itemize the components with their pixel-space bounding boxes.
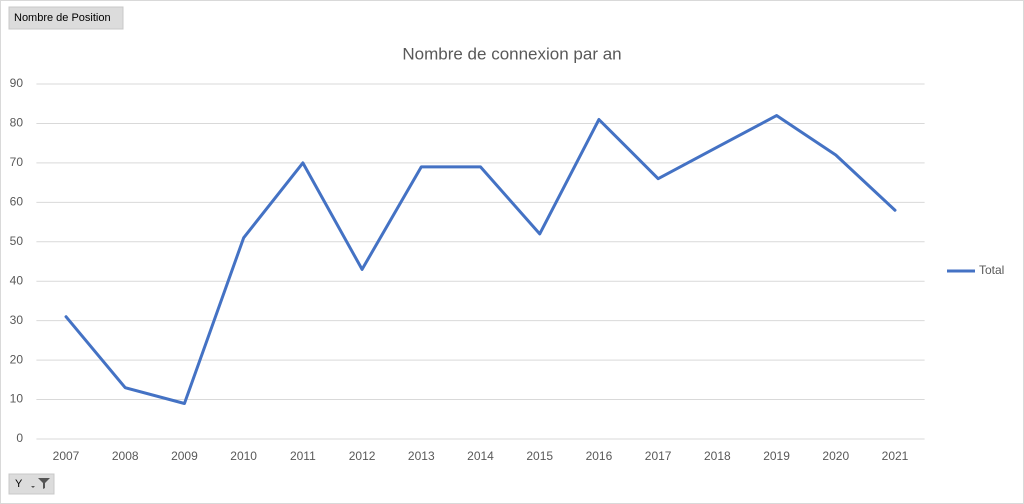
y-tick-label: 30 [10, 313, 24, 327]
x-tick-label: 2020 [822, 449, 849, 463]
legend-label: Total [979, 263, 1004, 277]
x-tick-label: 2021 [882, 449, 909, 463]
x-tick-label: 2007 [53, 449, 80, 463]
y-tick-label: 70 [10, 155, 24, 169]
y-tick-label: 90 [10, 76, 24, 90]
x-tick-label: 2013 [408, 449, 435, 463]
x-tick-label: 2015 [526, 449, 553, 463]
y-tick-label: 60 [10, 195, 24, 209]
x-tick-label: 2011 [290, 449, 316, 463]
x-tick-label: 2019 [763, 449, 790, 463]
x-tick-label: 2010 [230, 449, 257, 463]
x-tick-label: 2017 [645, 449, 672, 463]
line-series [64, 114, 897, 405]
y-tick-label: 10 [10, 392, 24, 406]
y-tick-label: 0 [16, 431, 23, 445]
x-tick-label: 2008 [112, 449, 139, 463]
y-tick-label: 80 [10, 116, 24, 130]
y-tick-label: 20 [10, 352, 24, 366]
y-tick-label: 40 [10, 273, 24, 287]
x-tick-label: 2014 [467, 449, 494, 463]
field-button-label: Nombre de Position [14, 12, 111, 24]
x-tick-label: 2016 [586, 449, 613, 463]
axis-field-button-label: Y [15, 478, 23, 490]
field-button-bg [8, 6, 124, 30]
filter-icon [31, 478, 50, 489]
field-button[interactable]: Nombre de Position [8, 6, 124, 30]
chart-title: Nombre de connexion par an [402, 44, 621, 63]
x-tick-label: 2009 [171, 449, 198, 463]
x-tick-label: 2012 [349, 449, 376, 463]
axis-field-button[interactable]: Y [8, 473, 55, 495]
x-tick-label: 2018 [704, 449, 731, 463]
y-tick-label: 50 [10, 234, 24, 248]
